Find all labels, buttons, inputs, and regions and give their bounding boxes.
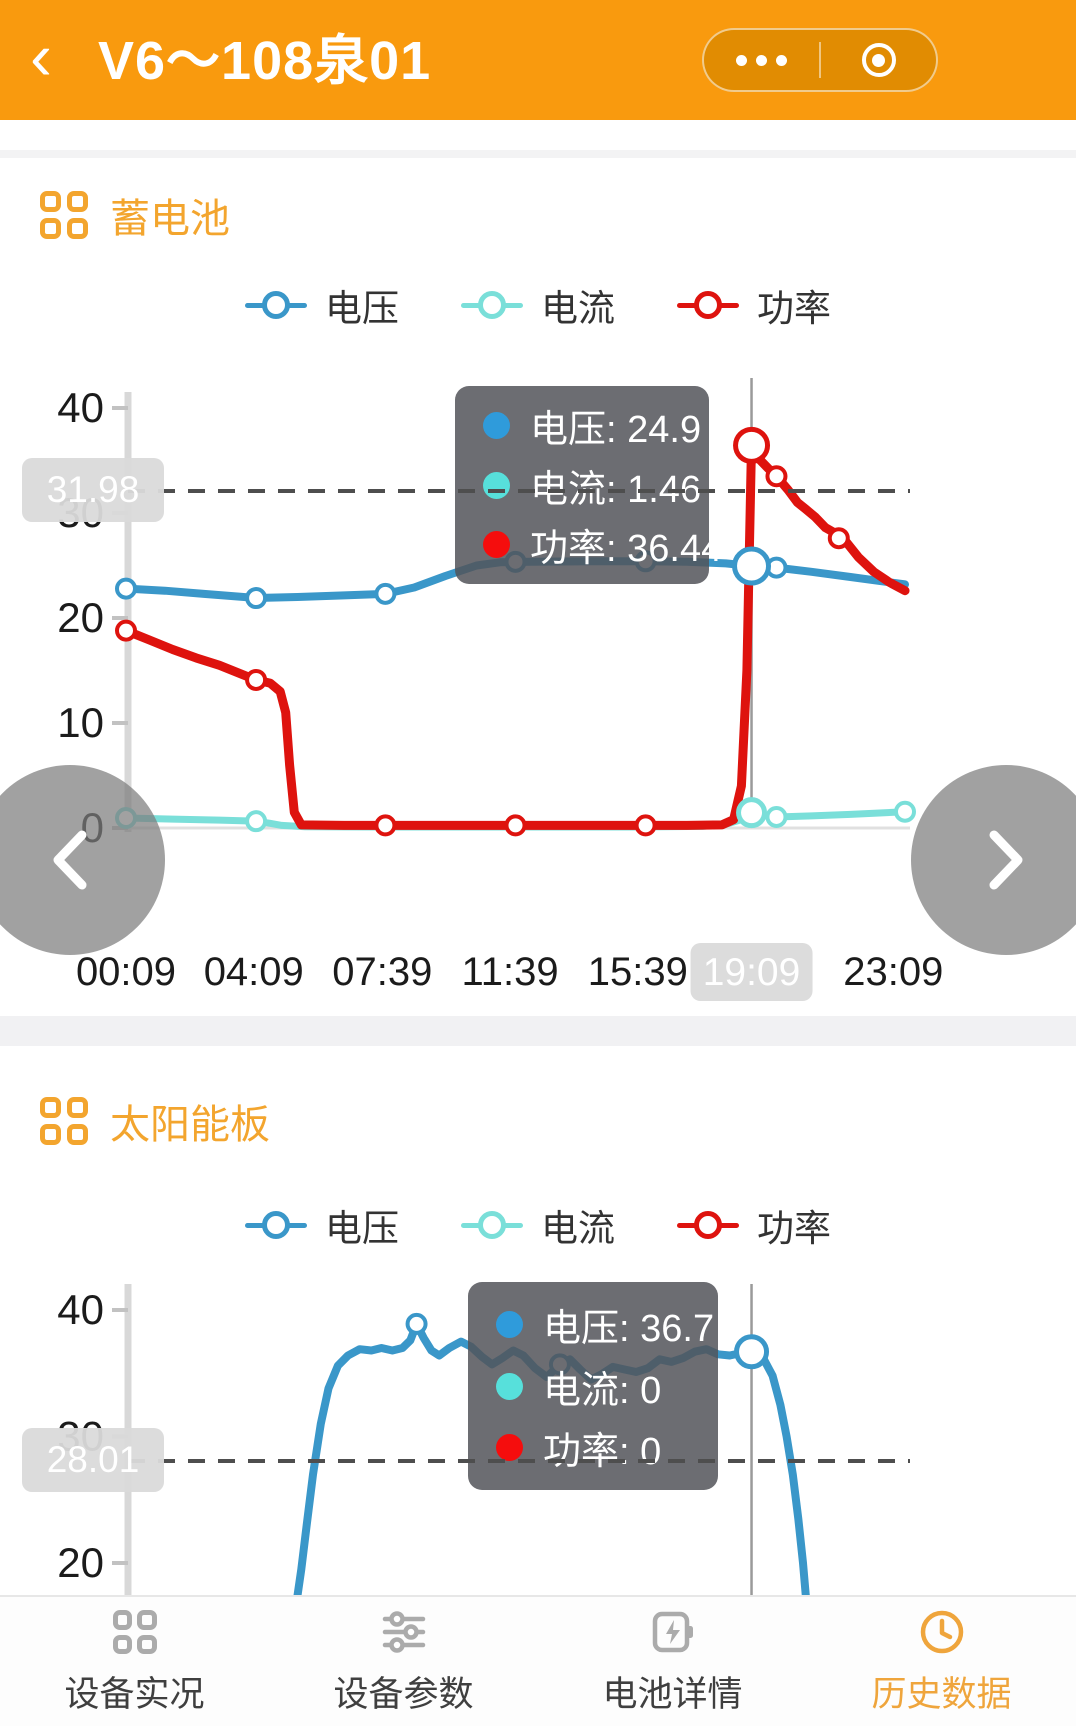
current-line-marker-icon bbox=[461, 1211, 523, 1239]
wechat-capsule bbox=[702, 28, 938, 92]
header-divider bbox=[0, 150, 1076, 158]
section-header-solar: 太阳能板 bbox=[40, 1092, 270, 1150]
clock-icon bbox=[916, 1606, 968, 1658]
current-line-marker-icon bbox=[461, 291, 523, 319]
svg-text:07:39: 07:39 bbox=[332, 950, 432, 994]
legend-label: 功率 bbox=[757, 288, 831, 329]
legend-item-current[interactable]: 电流 bbox=[461, 278, 615, 332]
more-dots-icon bbox=[756, 54, 767, 66]
voltage-dot-icon bbox=[496, 1310, 523, 1338]
legend-label: 电流 bbox=[541, 288, 615, 329]
grid-icon bbox=[40, 191, 88, 239]
tab-device-status[interactable]: 设备实况 bbox=[0, 1597, 269, 1726]
legend-label: 电流 bbox=[541, 1208, 615, 1249]
close-home-button[interactable] bbox=[821, 30, 936, 90]
tooltip-value: 电压: 24.9 bbox=[530, 409, 702, 452]
tab-label: 设备实况 bbox=[64, 1675, 205, 1714]
markline-dashed bbox=[128, 489, 910, 493]
legend-label: 功率 bbox=[757, 1208, 831, 1249]
tab-label: 历史数据 bbox=[871, 1675, 1012, 1714]
grid-icon bbox=[40, 1097, 88, 1145]
tooltip-value: 功率: 36.44 bbox=[530, 527, 723, 570]
voltage-line-marker-icon bbox=[245, 291, 307, 319]
next-page-button[interactable] bbox=[911, 765, 1076, 955]
prev-page-button[interactable] bbox=[0, 765, 165, 955]
chevron-left-icon bbox=[53, 830, 87, 890]
current-dot-icon bbox=[483, 471, 510, 499]
tooltip-row: 电压: 36.7 bbox=[468, 1297, 718, 1352]
svg-text:11:39: 11:39 bbox=[461, 950, 558, 994]
legend-item-power[interactable]: 功率 bbox=[677, 278, 831, 332]
tab-battery-detail[interactable]: 电池详情 bbox=[538, 1597, 807, 1726]
markline-dashed bbox=[128, 1459, 910, 1463]
battery-icon bbox=[647, 1606, 699, 1658]
svg-text:10: 10 bbox=[57, 699, 104, 746]
legend-battery: 电压 电流 功率 bbox=[0, 278, 1076, 332]
legend-solar: 电压 电流 功率 bbox=[0, 1198, 1076, 1252]
capsule-target-icon bbox=[861, 43, 896, 77]
svg-text:15:39: 15:39 bbox=[588, 950, 688, 994]
tooltip-value: 电流: 1.46 bbox=[530, 468, 702, 511]
tooltip-row: 功率: 0 bbox=[468, 1420, 718, 1475]
current-dot-icon bbox=[496, 1372, 523, 1400]
tooltip-value: 电压: 36.7 bbox=[543, 1307, 715, 1350]
tab-device-params[interactable]: 设备参数 bbox=[269, 1597, 538, 1726]
legend-item-current[interactable]: 电流 bbox=[461, 1198, 615, 1252]
voltage-dot-icon bbox=[483, 412, 510, 440]
tooltip-row: 电压: 24.9 bbox=[455, 398, 709, 453]
power-dot-icon bbox=[496, 1434, 523, 1462]
svg-text:19:09: 19:09 bbox=[703, 951, 801, 994]
tab-label: 电池详情 bbox=[602, 1675, 743, 1714]
section-title: 蓄电池 bbox=[110, 197, 230, 241]
capsule-divider bbox=[819, 42, 821, 78]
tab-label: 设备参数 bbox=[333, 1675, 474, 1714]
tooltip-value: 功率: 0 bbox=[543, 1431, 662, 1474]
section-header-battery: 蓄电池 bbox=[40, 186, 230, 244]
tooltip-row: 功率: 36.44 bbox=[455, 517, 722, 572]
page-title: V6～108泉01 bbox=[98, 31, 432, 91]
svg-text:20: 20 bbox=[57, 1539, 104, 1586]
svg-text:40: 40 bbox=[57, 1286, 104, 1333]
legend-item-voltage[interactable]: 电压 bbox=[245, 278, 399, 332]
svg-text:23:09: 23:09 bbox=[843, 950, 943, 994]
power-line-marker-icon bbox=[677, 291, 739, 319]
voltage-line-marker-icon bbox=[245, 1211, 307, 1239]
solar-tooltip: 电压: 36.7 电流: 0 功率: 0 bbox=[468, 1282, 718, 1490]
legend-item-power[interactable]: 功率 bbox=[677, 1198, 831, 1252]
tooltip-value: 电流: 0 bbox=[543, 1369, 662, 1412]
tooltip-row: 电流: 1.46 bbox=[455, 458, 709, 513]
svg-text:00:09: 00:09 bbox=[76, 950, 176, 994]
power-dot-icon bbox=[483, 530, 510, 558]
markline-label: 28.01 bbox=[22, 1428, 164, 1492]
legend-label: 电压 bbox=[325, 288, 399, 329]
battery-chart[interactable]: 01020304000:0904:0907:3911:3915:3919:092… bbox=[0, 360, 1076, 1010]
chevron-right-icon bbox=[989, 830, 1023, 890]
legend-label: 电压 bbox=[325, 1208, 399, 1249]
section-title: 太阳能板 bbox=[110, 1103, 270, 1147]
back-button[interactable]: ‹ bbox=[30, 19, 52, 93]
grid-icon bbox=[112, 1610, 157, 1654]
more-menu-button[interactable] bbox=[704, 30, 819, 90]
power-line-marker-icon bbox=[677, 1211, 739, 1239]
battery-tooltip: 电压: 24.9 电流: 1.46 功率: 36.44 bbox=[455, 386, 722, 584]
tab-history-data[interactable]: 历史数据 bbox=[807, 1597, 1076, 1726]
app-header: ‹ V6～108泉01 bbox=[0, 0, 1076, 120]
svg-text:04:09: 04:09 bbox=[204, 950, 304, 994]
markline-label: 31.98 bbox=[22, 458, 164, 522]
legend-item-voltage[interactable]: 电压 bbox=[245, 1198, 399, 1252]
more-dots-icon bbox=[776, 54, 787, 66]
more-dots-icon bbox=[736, 54, 747, 66]
bottom-tab-bar: 设备实况 设备参数 bbox=[0, 1595, 1076, 1726]
sliders-icon bbox=[378, 1606, 430, 1658]
tooltip-row: 电流: 0 bbox=[468, 1359, 718, 1414]
svg-text:40: 40 bbox=[57, 384, 104, 431]
svg-text:20: 20 bbox=[57, 594, 104, 641]
section-divider bbox=[0, 1016, 1076, 1046]
